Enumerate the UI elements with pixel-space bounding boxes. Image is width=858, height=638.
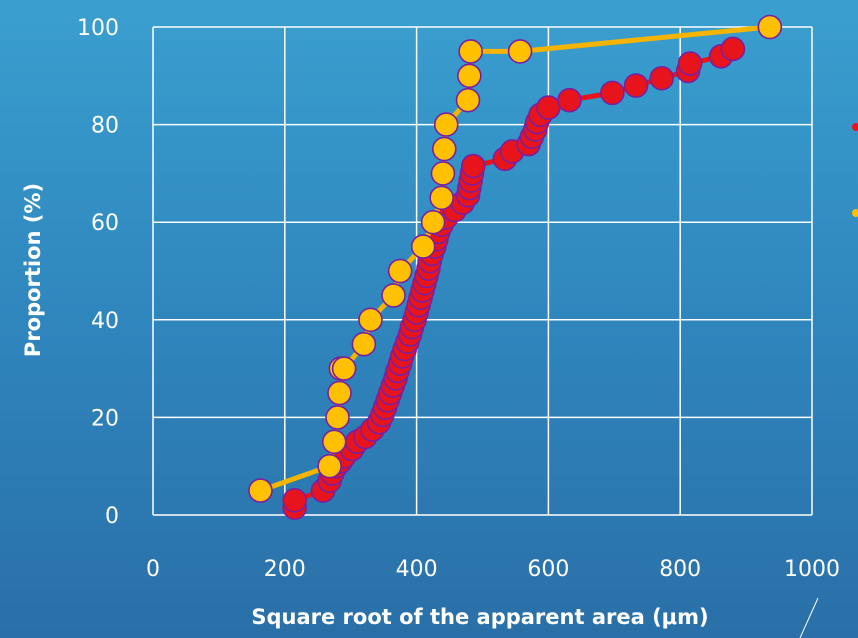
data-point — [757, 14, 783, 40]
data-point — [600, 80, 625, 106]
data-point — [327, 380, 352, 406]
data-point — [623, 73, 649, 98]
data-point — [321, 429, 347, 455]
x-tick-label: 600 — [527, 557, 569, 582]
y-tick-label: 40 — [91, 309, 119, 334]
data-point — [331, 356, 357, 381]
data-point — [455, 87, 481, 113]
x-tick-label: 0 — [146, 557, 160, 582]
data-point — [720, 36, 746, 62]
data-point — [457, 63, 482, 89]
data-point — [410, 234, 436, 259]
legend-partial — [852, 123, 858, 217]
series-yellow — [248, 14, 783, 503]
data-point — [325, 405, 350, 430]
data-point — [420, 209, 446, 235]
x-tick-label: 1000 — [784, 557, 840, 582]
data-point — [677, 51, 703, 76]
x-axis-title: Square root of the apparent area (μm) — [251, 605, 708, 629]
data-point — [557, 87, 582, 113]
y-tick-labels: 0 20 40 60 80 100 — [77, 16, 119, 529]
y-tick-label: 100 — [77, 16, 119, 41]
series-red — [282, 36, 746, 520]
y-axis-title: Proportion (%) — [21, 183, 45, 357]
data-point — [282, 488, 307, 513]
data-series — [248, 14, 783, 520]
corner-slash-mark — [799, 597, 819, 638]
x-tick-labels: 0 200 400 600 800 1000 — [146, 557, 840, 582]
legend-marker-red — [852, 123, 858, 131]
data-point — [460, 153, 486, 179]
data-point — [351, 331, 377, 357]
x-tick-label: 200 — [264, 557, 306, 582]
data-point — [317, 453, 342, 479]
data-point — [429, 185, 454, 211]
legend-marker-yellow — [852, 209, 858, 217]
data-point — [358, 307, 383, 333]
data-point — [433, 112, 459, 137]
data-point — [387, 258, 413, 284]
x-tick-label: 400 — [396, 557, 438, 582]
data-point — [507, 39, 533, 64]
data-point — [458, 39, 483, 64]
data-point — [381, 283, 406, 308]
data-point — [430, 161, 456, 186]
data-point — [536, 95, 561, 120]
y-tick-label: 20 — [91, 406, 119, 431]
y-tick-label: 60 — [91, 211, 119, 236]
grid-lines — [152, 26, 813, 516]
data-point — [649, 65, 675, 91]
y-tick-label: 80 — [91, 114, 119, 139]
y-tick-label: 0 — [105, 504, 119, 529]
data-point — [248, 478, 273, 503]
x-tick-label: 800 — [659, 557, 701, 582]
data-point — [431, 136, 457, 162]
